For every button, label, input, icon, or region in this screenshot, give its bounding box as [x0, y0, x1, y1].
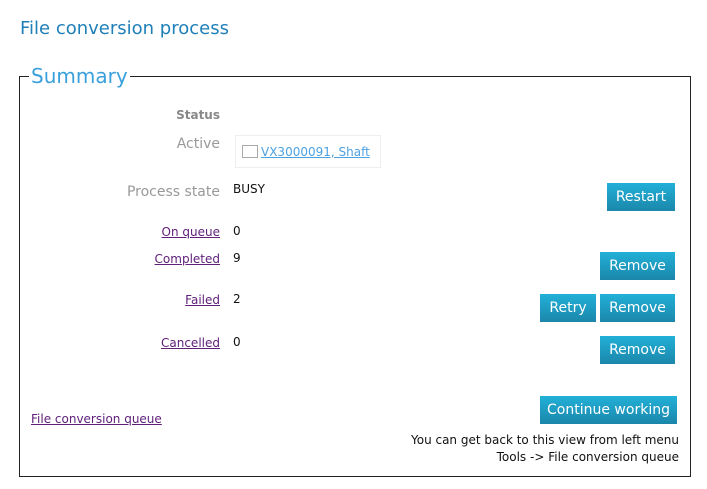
cancelled-value: 0 [233, 335, 241, 349]
continue-working-button[interactable]: Continue working [540, 396, 677, 424]
retry-failed-button[interactable]: Retry [540, 294, 596, 322]
failed-link[interactable]: Failed [185, 293, 220, 307]
remove-completed-button[interactable]: Remove [600, 252, 675, 280]
document-icon [242, 145, 258, 158]
help-note-line2: Tools -> File conversion queue [496, 450, 679, 464]
cancelled-link[interactable]: Cancelled [161, 336, 220, 350]
remove-failed-button[interactable]: Remove [600, 294, 675, 322]
active-file-link[interactable]: VX3000091, Shaft [261, 144, 370, 159]
file-conversion-queue-link[interactable]: File conversion queue [31, 412, 162, 426]
completed-value: 9 [233, 251, 241, 265]
completed-link[interactable]: Completed [154, 252, 220, 266]
status-label: Status [176, 108, 220, 122]
active-item: VX3000091, Shaft [235, 135, 381, 168]
summary-fieldset [19, 76, 691, 477]
page-title: File conversion process [20, 18, 229, 39]
on-queue-link[interactable]: On queue [161, 225, 220, 239]
process-state-value: BUSY [233, 182, 265, 196]
help-note: You can get back to this view from left … [411, 432, 679, 466]
failed-value: 2 [233, 292, 241, 306]
on-queue-value: 0 [233, 224, 241, 238]
help-note-line1: You can get back to this view from left … [410, 433, 679, 447]
process-state-label: Process state [126, 184, 220, 200]
restart-button[interactable]: Restart [607, 183, 675, 211]
active-label: Active [176, 136, 220, 152]
summary-legend: Summary [29, 64, 130, 88]
remove-cancelled-button[interactable]: Remove [600, 336, 675, 364]
